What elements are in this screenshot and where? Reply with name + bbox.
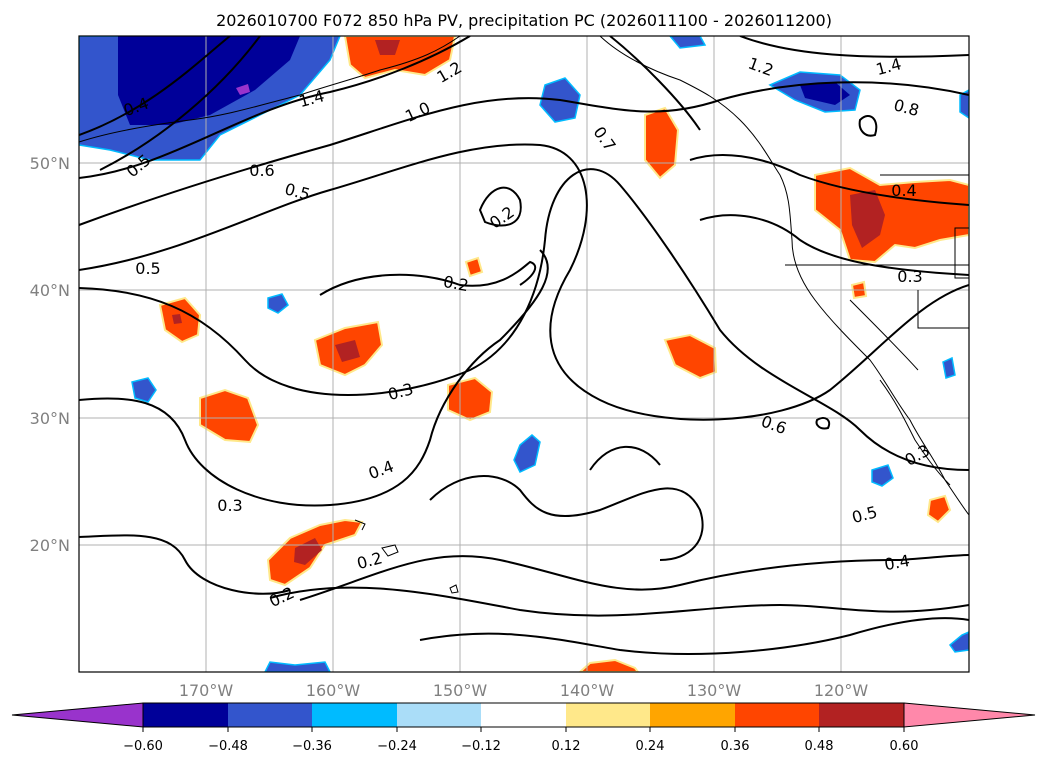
colorbar-label: −0.24 [377, 739, 417, 754]
lon-label-170w: 170°W [179, 681, 234, 700]
colorbar-extend-high [904, 703, 1035, 727]
colorbar-label: 0.48 [805, 739, 834, 754]
figure-title: 2026010700 F072 850 hPa PV, precipitatio… [216, 11, 832, 30]
contour-label: 0.3 [217, 496, 242, 515]
colorbar-ticks [143, 727, 904, 732]
map-panel: 0.4 0.5 0.6 0.5 1.4 1.2 1.0 0.7 1.2 1.4 … [79, 36, 969, 672]
lat-label-40n: 40°N [30, 281, 70, 300]
latitude-labels: 50°N 40°N 30°N 20°N [30, 154, 70, 555]
lon-label-140w: 140°W [560, 681, 615, 700]
colorbar-label: 0.12 [552, 739, 581, 754]
colorbar-label: −0.36 [292, 739, 332, 754]
colorbar-label: −0.12 [461, 739, 501, 754]
contour-label: 0.3 [897, 267, 922, 286]
colorbar-segment [566, 703, 650, 727]
colorbar-label: 0.24 [636, 739, 665, 754]
lon-label-120w: 120°W [814, 681, 869, 700]
colorbar-segment [143, 703, 228, 727]
colorbar-segment [397, 703, 481, 727]
colorbar-segment [228, 703, 312, 727]
colorbar-label: 0.60 [890, 739, 919, 754]
longitude-labels: 170°W 160°W 150°W 140°W 130°W 120°W [179, 681, 869, 700]
colorbar-extend-low [12, 703, 143, 727]
colorbar: −0.60 −0.48 −0.36 −0.24 −0.12 0.12 0.24 … [12, 703, 1035, 754]
negative-region-west-us [943, 358, 955, 378]
colorbar-segment [735, 703, 819, 727]
colorbar-label: 0.36 [721, 739, 750, 754]
lat-label-30n: 30°N [30, 409, 70, 428]
colorbar-segment [481, 703, 566, 727]
contour-label: 0.6 [249, 161, 274, 180]
lon-label-150w: 150°W [433, 681, 488, 700]
contour-label: 0.5 [135, 259, 160, 278]
contour-label: 0.4 [891, 181, 916, 200]
lat-label-20n: 20°N [30, 536, 70, 555]
colorbar-segment [819, 703, 904, 727]
lon-label-130w: 130°W [687, 681, 742, 700]
colorbar-labels: −0.60 −0.48 −0.36 −0.24 −0.12 0.12 0.24 … [123, 739, 918, 754]
lon-label-160w: 160°W [306, 681, 361, 700]
colorbar-segment [312, 703, 397, 727]
colorbar-label: −0.48 [208, 739, 248, 754]
colorbar-segment [650, 703, 735, 727]
colorbar-label: −0.60 [123, 739, 163, 754]
lat-label-50n: 50°N [30, 154, 70, 173]
positive-region-148w-small [466, 258, 482, 276]
